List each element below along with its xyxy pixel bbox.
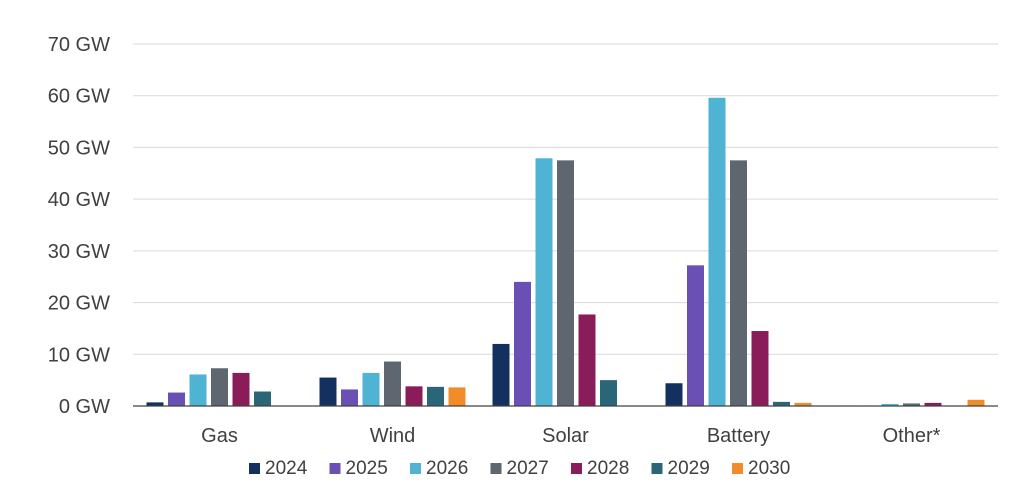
bar-solar-2029 (600, 380, 617, 406)
bar-solar-2026 (535, 158, 553, 406)
y-tick-label: 60 GW (48, 86, 110, 108)
bar-solar-2027 (557, 160, 574, 406)
legend-item-2028: 2028 (571, 458, 629, 479)
y-tick-label: 50 GW (48, 137, 110, 159)
x-category-label: Other* (883, 425, 941, 447)
bar-solar-2024 (492, 343, 510, 406)
bar-battery-2029 (773, 401, 790, 406)
legend-label: 2026 (426, 458, 468, 479)
bar-battery-2027 (730, 160, 747, 406)
legend-item-2026: 2026 (410, 458, 468, 479)
x-category-label: Solar (542, 425, 589, 447)
legend-label: 2029 (668, 458, 710, 479)
bar-gas-2025 (168, 392, 185, 406)
y-tick-label: 30 GW (48, 241, 110, 263)
bar-gas-2026 (189, 374, 207, 406)
legend-item-2025: 2025 (329, 458, 388, 479)
bar-wind-2027 (384, 361, 401, 406)
legend-swatch (329, 463, 341, 474)
bar-solar-2028 (578, 314, 596, 406)
bar-battery-2026 (708, 97, 726, 406)
y-tick-label: 0 GW (59, 396, 110, 418)
bar-battery-2024 (665, 383, 683, 406)
bar-battery-2025 (687, 265, 704, 406)
bar-wind-2026 (362, 372, 380, 406)
legend-swatch (571, 463, 582, 474)
legend-swatch (490, 463, 502, 474)
bar-wind-2029 (427, 386, 444, 406)
legend-label: 2030 (748, 458, 790, 479)
y-tick-label: 70 GW (48, 34, 110, 56)
y-tick-label: 10 GW (48, 344, 110, 366)
bar-battery-2030 (794, 402, 812, 406)
bar-other-2026 (881, 403, 899, 406)
bar-wind-2028 (405, 386, 423, 406)
legend-item-2030: 2030 (732, 458, 790, 479)
legend-item-2029: 2029 (651, 458, 710, 479)
bar-gas-2024 (146, 402, 164, 406)
x-category-label: Gas (201, 425, 238, 447)
bar-wind-2030 (448, 387, 466, 406)
y-axis: 0 GW 10 GW 20 GW 30 GW 40 GW 50 GW 60 GW 70 GW (48, 34, 110, 418)
legend-swatch (410, 463, 421, 474)
bars (146, 97, 985, 407)
legend-swatch (249, 463, 260, 474)
legend-swatch (732, 463, 743, 474)
bar-gas-2027 (211, 368, 228, 406)
bar-battery-2028 (751, 331, 769, 406)
legend: 2024 2025 2026 2027 2028 2029 2030 (249, 458, 790, 479)
x-category-label: Wind (370, 425, 416, 447)
bar-other-2030 (967, 399, 985, 406)
bar-other-2028 (924, 402, 942, 406)
x-axis: Gas Wind Solar Battery Other* (133, 405, 998, 447)
legend-swatch (651, 463, 663, 474)
bar-solar-2025 (514, 281, 531, 406)
y-tick-label: 40 GW (48, 189, 110, 211)
legend-label: 2028 (587, 458, 629, 479)
legend-item-2027: 2027 (490, 458, 549, 479)
legend-label: 2025 (346, 458, 388, 479)
bar-gas-2028 (232, 372, 250, 406)
legend-label: 2027 (507, 458, 549, 479)
legend-item-2024: 2024 (249, 458, 308, 479)
bar-other-2027 (903, 403, 920, 406)
legend-label: 2024 (265, 458, 308, 479)
bar-wind-2024 (319, 377, 337, 406)
x-category-label: Battery (707, 425, 770, 447)
y-tick-label: 20 GW (48, 293, 110, 315)
bar-gas-2029 (254, 391, 271, 406)
bar-wind-2025 (341, 389, 358, 406)
